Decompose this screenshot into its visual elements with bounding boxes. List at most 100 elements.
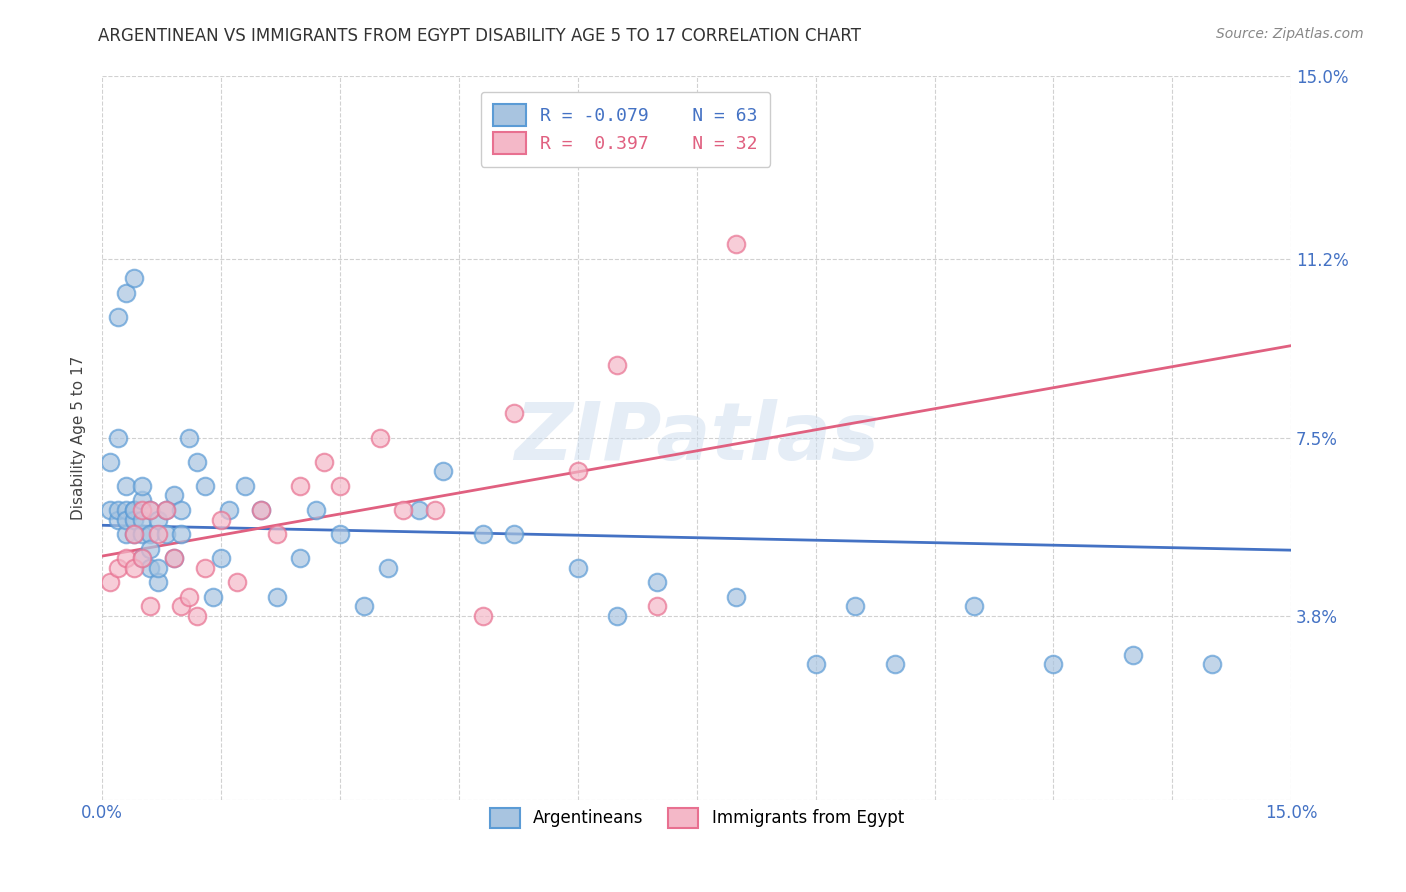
Point [423,503,446,517]
Point [266,527,288,541]
Point [471,527,494,541]
Point [107,310,129,324]
Point [218,503,240,517]
Point [115,551,138,566]
Point [233,479,256,493]
Point [155,503,177,517]
Point [131,493,153,508]
Point [249,503,271,517]
Point [353,599,375,614]
Point [155,527,177,541]
Point [122,271,145,285]
Point [209,512,232,526]
Point [115,527,138,541]
Point [186,609,208,624]
Point [368,430,391,444]
Point [139,561,162,575]
Point [162,551,184,566]
Point [186,455,208,469]
Point [290,551,312,566]
Point [408,503,430,517]
Point [202,590,225,604]
Point [963,599,986,614]
Point [98,503,121,517]
Point [131,512,153,526]
Text: Source: ZipAtlas.com: Source: ZipAtlas.com [1216,27,1364,41]
Point [98,575,121,590]
Point [131,551,153,566]
Point [314,455,336,469]
Point [179,590,201,604]
Point [139,599,162,614]
Point [131,527,153,541]
Y-axis label: Disability Age 5 to 17: Disability Age 5 to 17 [72,355,86,520]
Point [107,430,129,444]
Point [122,503,145,517]
Point [645,575,668,590]
Point [155,503,177,517]
Point [146,527,169,541]
Point [883,657,905,672]
Point [107,503,129,517]
Point [170,527,193,541]
Point [139,503,162,517]
Point [194,561,217,575]
Point [146,561,169,575]
Point [1201,657,1223,672]
Point [162,488,184,502]
Point [122,561,145,575]
Point [606,609,628,624]
Point [146,575,169,590]
Point [179,430,201,444]
Point [844,599,866,614]
Point [146,512,169,526]
Point [115,479,138,493]
Point [329,527,352,541]
Text: ARGENTINEAN VS IMMIGRANTS FROM EGYPT DISABILITY AGE 5 TO 17 CORRELATION CHART: ARGENTINEAN VS IMMIGRANTS FROM EGYPT DIS… [98,27,862,45]
Point [645,599,668,614]
Point [305,503,328,517]
Text: ZIPatlas: ZIPatlas [515,399,879,476]
Point [567,561,589,575]
Point [139,527,162,541]
Point [170,503,193,517]
Point [122,527,145,541]
Point [122,527,145,541]
Point [98,455,121,469]
Point [139,541,162,556]
Point [290,479,312,493]
Point [194,479,217,493]
Point [432,464,454,478]
Point [115,503,138,517]
Point [503,527,526,541]
Point [107,561,129,575]
Point [107,512,129,526]
Point [170,599,193,614]
Point [392,503,415,517]
Point [131,479,153,493]
Point [804,657,827,672]
Point [122,512,145,526]
Point [377,561,399,575]
Point [725,237,748,252]
Point [503,406,526,420]
Point [266,590,288,604]
Point [131,551,153,566]
Point [226,575,249,590]
Point [1122,648,1144,662]
Point [471,609,494,624]
Point [115,512,138,526]
Point [131,503,153,517]
Point [329,479,352,493]
Point [162,551,184,566]
Point [122,503,145,517]
Point [567,464,589,478]
Point [209,551,232,566]
Point [139,503,162,517]
Point [1042,657,1064,672]
Point [249,503,271,517]
Point [606,358,628,372]
Point [725,590,748,604]
Legend: Argentineans, Immigrants from Egypt: Argentineans, Immigrants from Egypt [482,801,911,835]
Point [115,285,138,300]
